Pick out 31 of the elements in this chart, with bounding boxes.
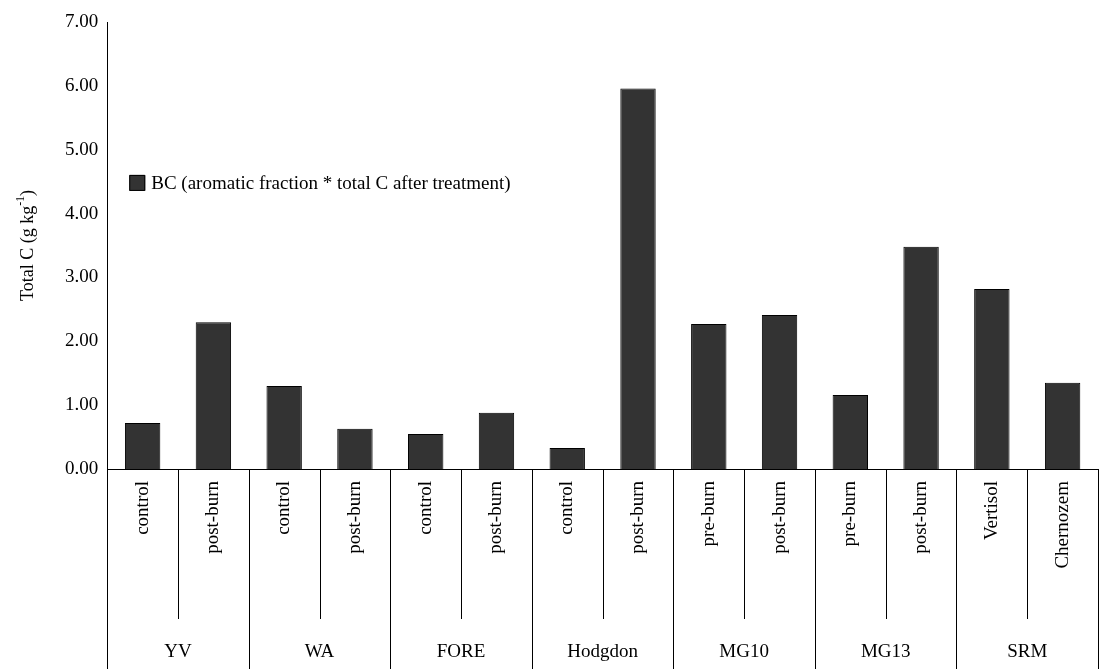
text: Hodgdon	[567, 639, 639, 661]
y-tick-label: 0.00	[65, 456, 99, 478]
x-tick-label: control	[272, 481, 294, 535]
x-tick-label: control	[130, 481, 152, 535]
x-tick-label: post-burn	[625, 480, 647, 554]
x-tick-label: pre-burn	[838, 480, 860, 547]
x-tick-label: post-burn	[342, 480, 364, 554]
x-tick-label: post-burn	[484, 480, 506, 554]
x-tick-label: post-burn	[201, 480, 223, 554]
text: MG10	[719, 639, 769, 661]
y-tick-label: 3.00	[65, 265, 99, 287]
x-tick-label: control	[413, 481, 435, 535]
x-tick-label: post-burn	[767, 480, 789, 554]
text: WA	[304, 639, 335, 661]
x-tick-label: Vertisol	[979, 481, 1001, 541]
y-tick-label: 4.00	[65, 201, 99, 223]
x-tick-label: post-burn	[909, 480, 931, 554]
x-tick-label: control	[555, 481, 577, 535]
text: SRM	[1007, 639, 1048, 661]
y-tick-label: 2.00	[65, 329, 99, 351]
text: MG13	[860, 639, 911, 661]
y-tick-label: 1.00	[65, 393, 99, 415]
x-tick-label: pre-burn	[696, 480, 718, 547]
y-tick-label: 5.00	[65, 137, 99, 159]
y-tick-label: 6.00	[65, 73, 99, 95]
x-tick-label: Chernozem	[1050, 480, 1072, 569]
y-axis-title: Total C (g kg-1)	[13, 190, 38, 301]
legend-label: BC (aromatic fraction * total C after treatment)	[151, 171, 511, 194]
text: FORE	[436, 639, 486, 661]
y-tick-label: 7.00	[65, 9, 99, 31]
text: YV	[164, 639, 193, 661]
